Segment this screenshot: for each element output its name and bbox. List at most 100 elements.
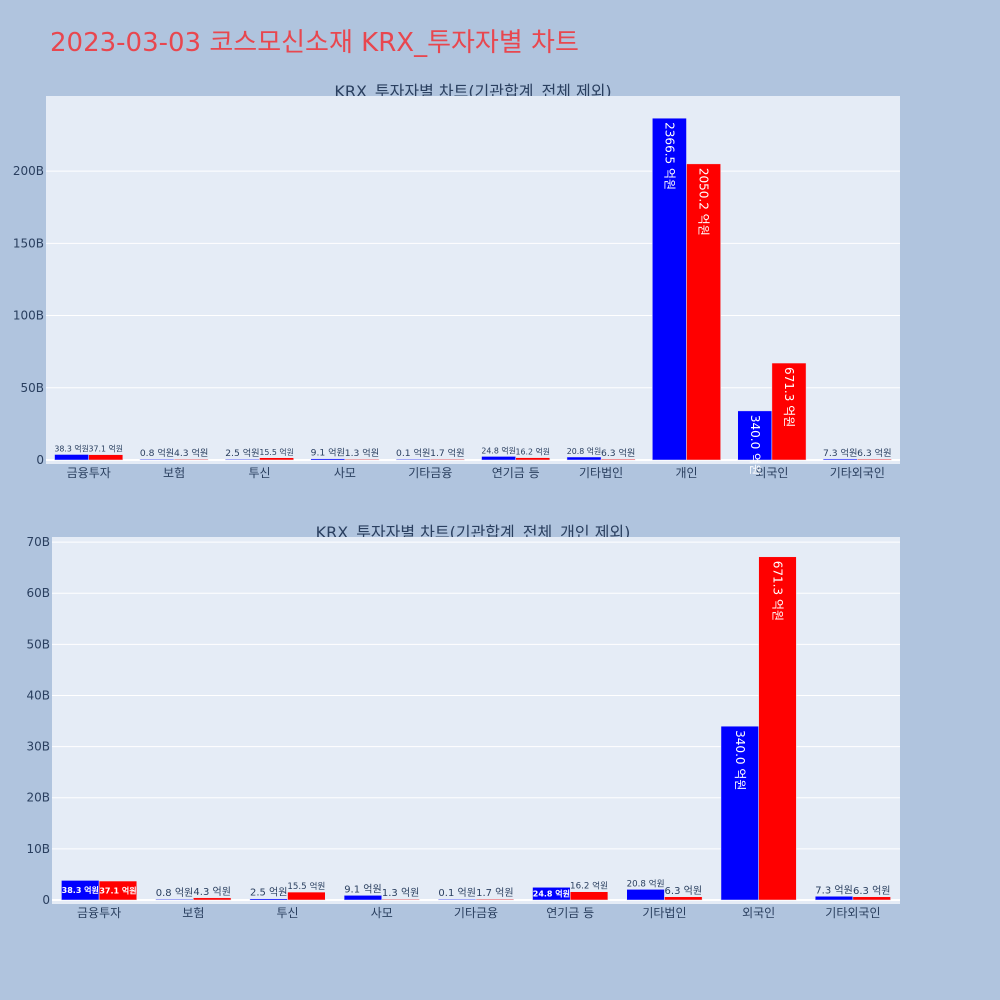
- bar-value-label: 1.3 억원: [345, 447, 379, 459]
- chart-investors-excl-individual: 0 10B 20B 30B 40B 50B 60B 70B 금융투자 38.3 억원 37.1 억원…: [26, 535, 900, 920]
- bar-value-label: 340.0 억원: [748, 415, 762, 475]
- bar-value-label: 38.3 억원: [62, 885, 99, 895]
- x-tick-label: 금융투자: [77, 906, 121, 920]
- bar-value-label: 1.7 억원: [476, 887, 513, 899]
- bar-value-label: 37.1 억원: [99, 886, 136, 896]
- y-tick-label: 70B: [26, 535, 50, 549]
- bar: [626, 889, 665, 901]
- bar-value-label: 6.3 억원: [853, 885, 890, 897]
- bar-value-label: 2.5 억원: [225, 447, 259, 459]
- bar: [569, 891, 609, 901]
- x-tick-label: 기타금융: [408, 466, 452, 480]
- bar-value-label: 20.8 억원: [627, 877, 665, 889]
- bar: [438, 898, 477, 901]
- bar-value-label: 1.7 억원: [430, 447, 464, 459]
- bar: [822, 458, 858, 461]
- bar-value-label: 16.2 억원: [570, 880, 608, 892]
- y-tick-label: 200B: [13, 164, 44, 178]
- bar-value-label: 0.8 억원: [156, 887, 193, 899]
- x-tick-label: 보험: [182, 906, 204, 920]
- bar-value-label: 671.3 억원: [771, 561, 785, 621]
- bar-value-label: 1.3 억원: [382, 887, 419, 899]
- x-tick-label: 사모: [371, 906, 393, 920]
- bar: [344, 458, 380, 461]
- bar: [310, 458, 346, 461]
- bar: [54, 454, 89, 461]
- y-tick-label: 0: [42, 893, 50, 907]
- bar-value-label: 2.5 억원: [250, 887, 287, 899]
- x-tick-label: 투신: [248, 466, 270, 480]
- bar: [225, 458, 260, 461]
- y-tick-label: 60B: [26, 586, 50, 600]
- bar: [193, 897, 232, 901]
- bar: [259, 457, 294, 461]
- bar: [98, 880, 138, 901]
- bar-value-label: 340.0 억원: [733, 730, 747, 790]
- bar: [430, 458, 465, 461]
- bar: [600, 458, 636, 461]
- y-tick-label: 0: [36, 453, 44, 467]
- bar-value-label: 4.3 억원: [193, 886, 230, 898]
- bar-value-label: 0.1 억원: [438, 887, 475, 899]
- bar: [343, 895, 383, 901]
- x-tick-label: 사모: [334, 466, 356, 480]
- x-tick-label: 기타법인: [642, 906, 686, 920]
- x-tick-label: 기타법인: [579, 466, 623, 480]
- bar-value-label: 24.8 억원: [533, 889, 570, 899]
- y-tick-label: 10B: [26, 842, 50, 856]
- plot-area: [46, 96, 900, 464]
- bar: [664, 896, 703, 901]
- y-tick-label: 50B: [20, 381, 44, 395]
- y-tick-label: 150B: [13, 236, 44, 250]
- y-tick-label: 50B: [26, 637, 50, 651]
- bar: [139, 458, 175, 461]
- bar: [249, 898, 288, 901]
- x-tick-label: 외국인: [742, 906, 775, 920]
- x-tick-label: 외국인: [755, 466, 788, 480]
- bar: [287, 891, 326, 901]
- x-tick-label: 보험: [163, 466, 185, 480]
- bar-value-label: 7.3 억원: [823, 447, 857, 459]
- bar-value-label: 37.1 억원: [89, 444, 123, 454]
- bar-value-label: 4.3 억원: [174, 447, 208, 459]
- bar: [857, 458, 892, 461]
- bar: [173, 458, 209, 461]
- bar: [481, 456, 516, 461]
- y-tick-label: 40B: [26, 688, 50, 702]
- bar: [566, 456, 602, 461]
- bar-value-label: 2366.5 억원: [662, 122, 676, 190]
- bar-value-label: 16.2 억원: [516, 447, 550, 457]
- bar-value-label: 9.1 억원: [311, 447, 345, 459]
- bar: [737, 410, 773, 461]
- bar-value-label: 0.1 억원: [396, 447, 430, 459]
- bar-value-label: 20.8 억원: [567, 446, 601, 456]
- x-tick-label: 연기금 등: [546, 906, 594, 920]
- bar-value-label: 2050.2 억원: [697, 168, 711, 236]
- bar-value-label: 24.8 억원: [481, 445, 515, 455]
- bar: [852, 896, 891, 901]
- bar-value-label: 6.3 억원: [857, 447, 891, 459]
- x-tick-label: 개인: [675, 466, 697, 480]
- bar: [395, 458, 431, 461]
- x-tick-label: 기타외국인: [825, 906, 880, 920]
- bar-value-label: 9.1 억원: [344, 883, 381, 895]
- bar: [515, 457, 551, 461]
- x-tick-label: 투신: [277, 906, 299, 920]
- bar-value-label: 0.8 억원: [140, 447, 174, 459]
- x-tick-label: 기타외국인: [830, 466, 885, 480]
- bar-value-label: 15.5 억원: [287, 880, 325, 892]
- x-tick-label: 금융투자: [67, 466, 111, 480]
- bar: [720, 725, 759, 901]
- bar-value-label: 38.3 억원: [54, 443, 88, 453]
- bar: [652, 117, 687, 461]
- bar: [381, 898, 420, 901]
- x-tick-label: 기타금융: [454, 906, 498, 920]
- bar: [155, 898, 194, 901]
- y-tick-label: 30B: [26, 740, 50, 754]
- bar-value-label: 15.5 억원: [259, 447, 293, 457]
- bar: [475, 898, 514, 901]
- bar-value-label: 671.3 억원: [782, 367, 796, 427]
- y-tick-label: 100B: [13, 309, 44, 323]
